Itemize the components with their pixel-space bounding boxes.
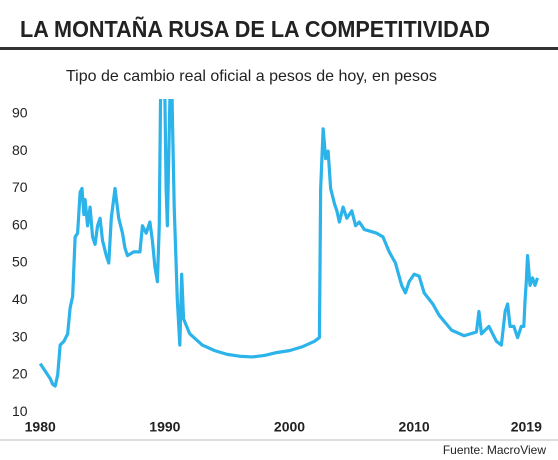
x-tick-label: 2000: [274, 419, 305, 435]
chart-subtitle: Tipo de cambio real oficial a pesos de h…: [66, 68, 437, 85]
chart-title: LA MONTAÑA RUSA DE LA COMPETITIVIDAD: [20, 15, 490, 42]
y-tick-label: 80: [12, 142, 28, 158]
y-tick-label: 20: [12, 366, 28, 382]
line: [38, 99, 540, 388]
x-tick-label: 2010: [399, 419, 430, 435]
y-tick-label: 30: [12, 328, 28, 344]
title-rule: [0, 47, 558, 50]
y-tick-label: 10: [12, 403, 28, 419]
source: Fuente: MacroView: [443, 443, 546, 457]
x-tick-label: 1990: [149, 419, 180, 435]
y-tick-label: 90: [12, 105, 28, 121]
x-tick-label: 1980: [25, 419, 56, 435]
y-tick-label: 70: [12, 179, 28, 195]
x-tick-label: 2019: [511, 419, 542, 435]
y-tick-label: 60: [12, 216, 28, 232]
y-tick-label: 50: [12, 254, 28, 270]
y-tick-label: 40: [12, 291, 28, 307]
